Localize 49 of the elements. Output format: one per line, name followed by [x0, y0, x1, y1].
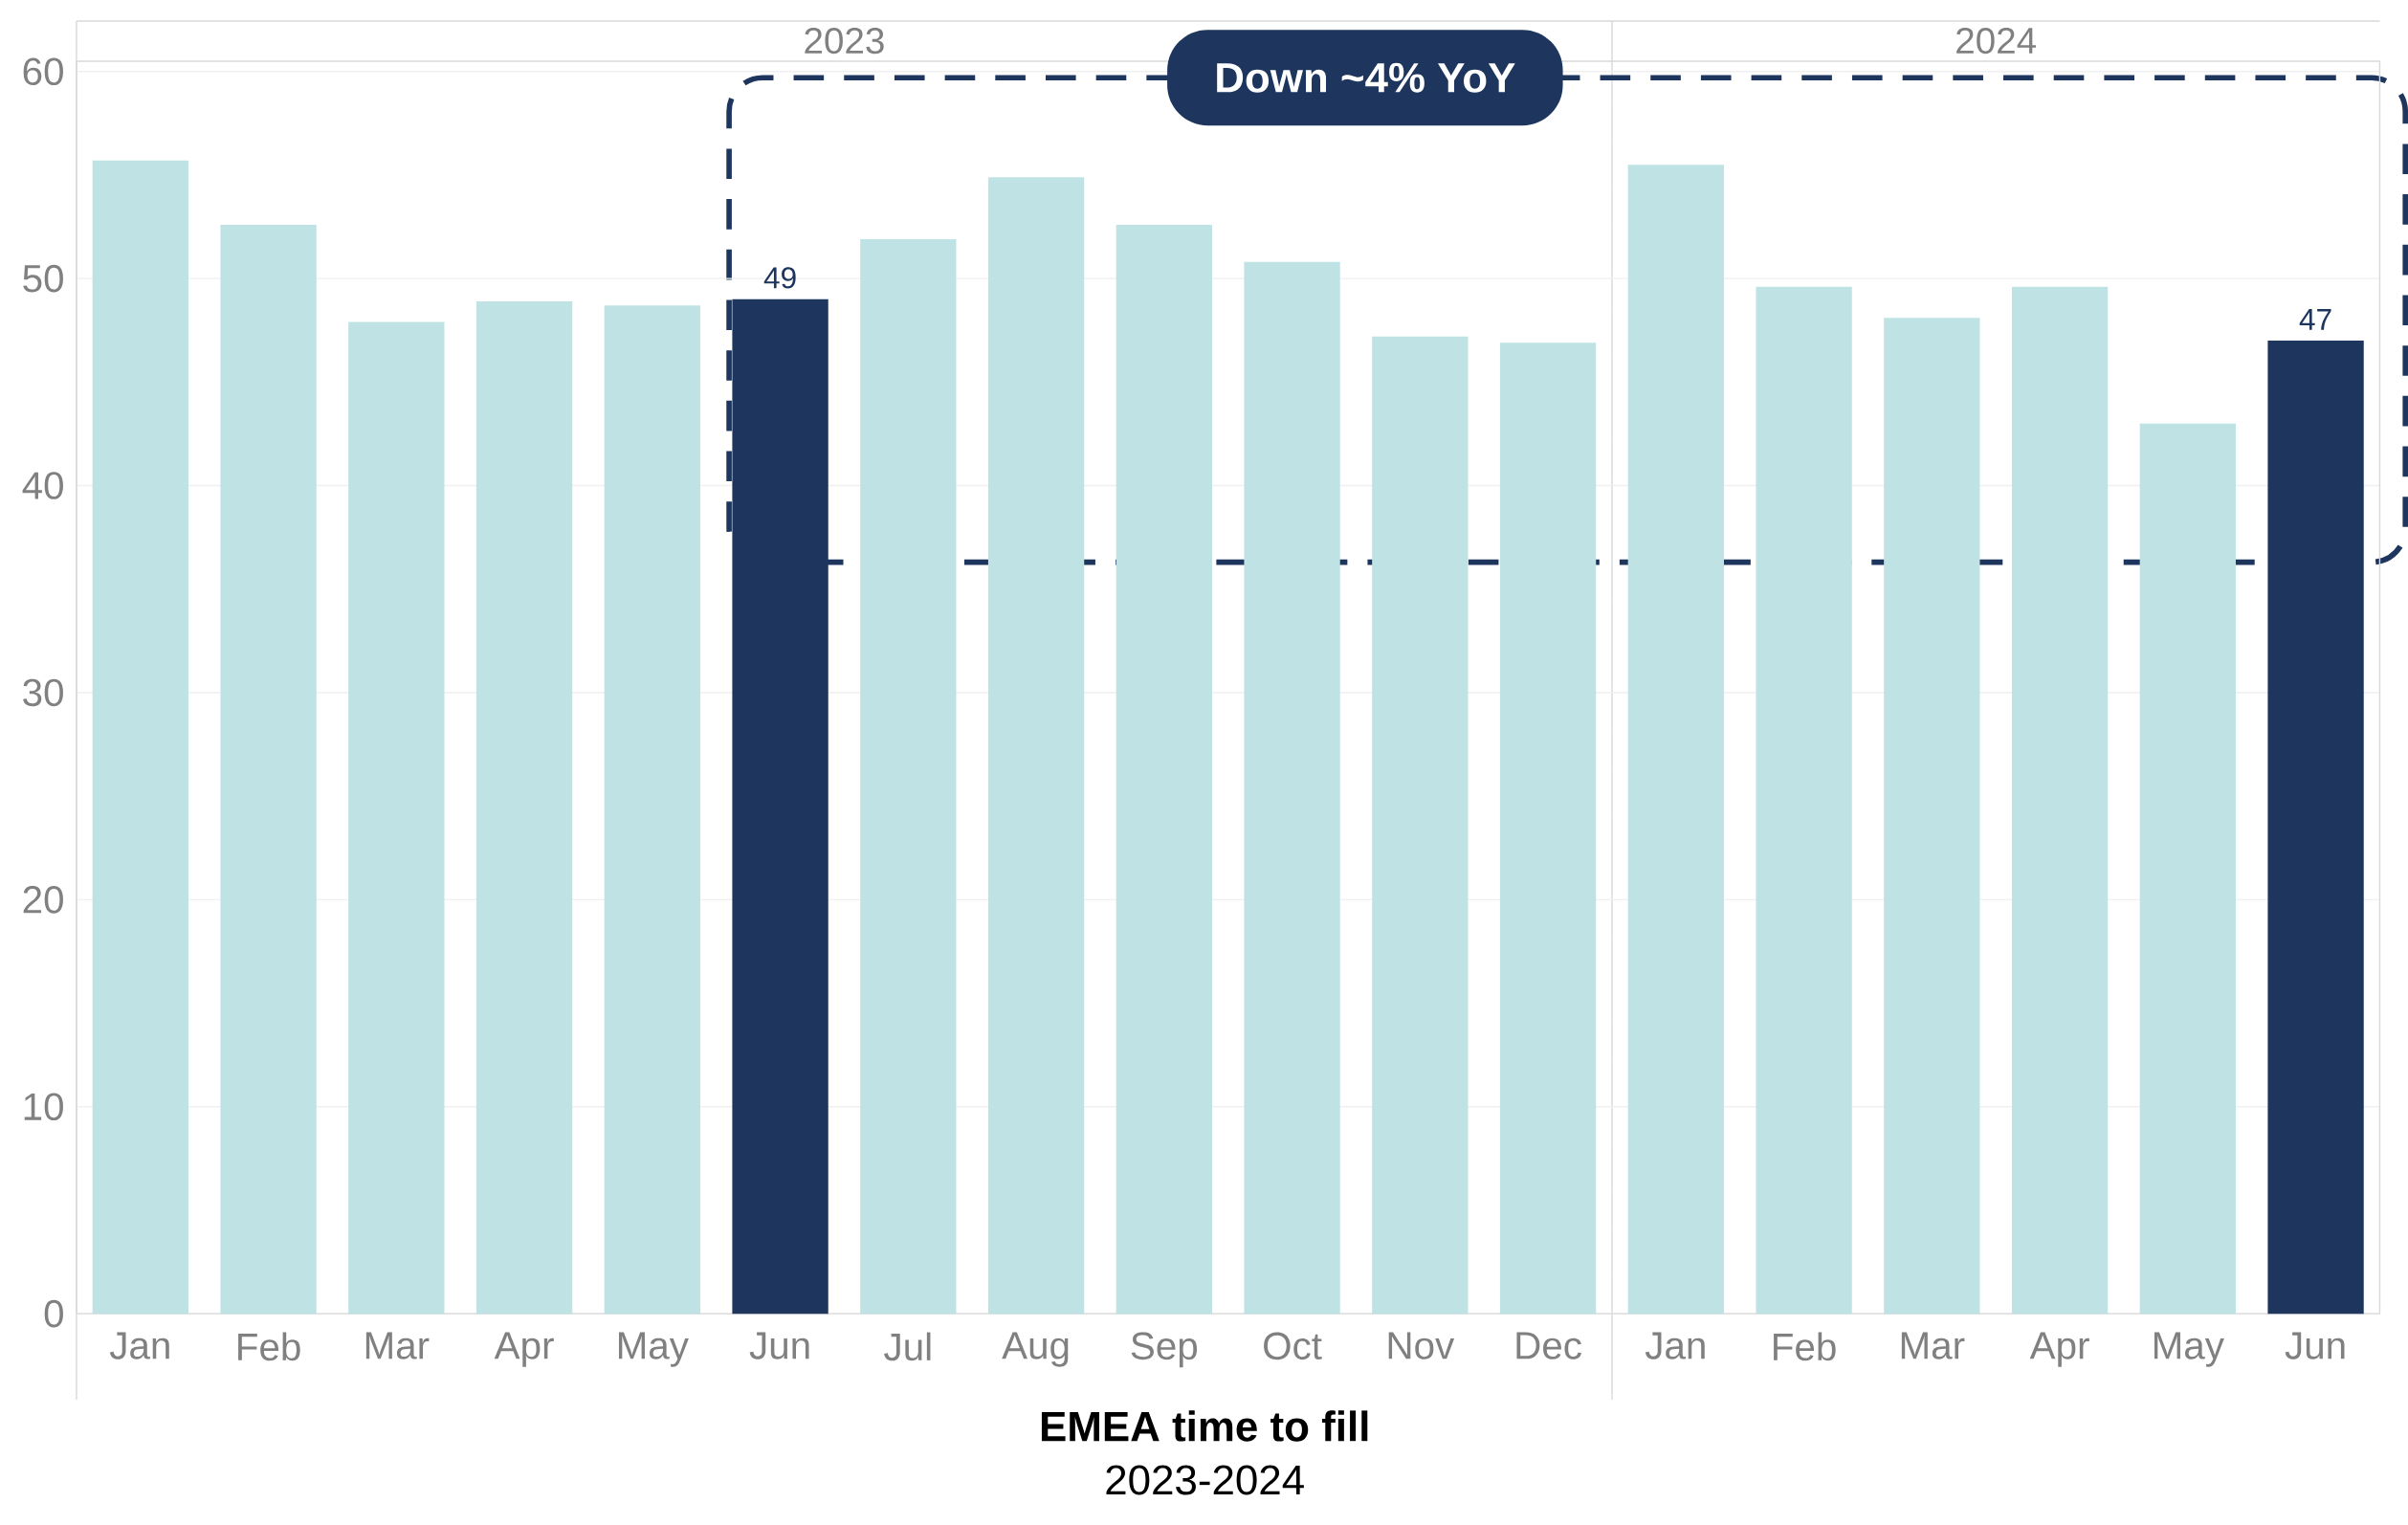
y-tick-label: 0: [44, 1299, 63, 1328]
y-tick-label: 20: [23, 886, 63, 914]
x-tick-label: Mar: [365, 1332, 430, 1359]
bar: [1756, 286, 1852, 1315]
text: 2024: [1956, 27, 2036, 55]
bar: [2011, 286, 2109, 1315]
bar: [1627, 165, 1724, 1315]
x-tick-label: May: [2154, 1332, 2224, 1367]
x-tick-label: Apr: [494, 1332, 554, 1367]
bar: [1884, 318, 1980, 1315]
x-tick-label: May: [618, 1332, 689, 1367]
x-tick-label: Feb: [238, 1332, 300, 1361]
data-label: 47: [2299, 309, 2331, 330]
bar: [348, 321, 445, 1315]
y-tick-label: 10: [24, 1093, 63, 1121]
bar: [860, 239, 957, 1315]
y-tick-label: 30: [23, 678, 63, 707]
bar: [987, 177, 1085, 1315]
x-tick-label: Nov: [1388, 1332, 1455, 1359]
bar: [2267, 341, 2364, 1315]
bar: [1116, 224, 1212, 1315]
x-tick-label: Jun: [749, 1332, 809, 1359]
x-tick-label: Feb: [1774, 1332, 1836, 1361]
x-tick-label: Aug: [1002, 1332, 1069, 1367]
text: 2023-2024: [1106, 1465, 1304, 1495]
x-tick-label: Apr: [2029, 1332, 2089, 1367]
bar: [220, 224, 317, 1315]
bar: [1244, 261, 1340, 1315]
x-tick-label: Jun: [2285, 1332, 2345, 1359]
x-tick-label: Jul: [884, 1332, 931, 1361]
bar: [475, 300, 573, 1315]
y-tick-label: 40: [22, 472, 63, 499]
data-label: 49: [763, 267, 796, 289]
x-tick-label: Sep: [1131, 1332, 1198, 1368]
x-tick-label: Dec: [1516, 1332, 1581, 1359]
text: 2023: [805, 27, 884, 55]
bar: [92, 160, 188, 1315]
x-tick-label: Oct: [1264, 1332, 1322, 1360]
x-tick-label: Jan: [1645, 1332, 1705, 1359]
y-tick-label: 60: [23, 57, 63, 86]
text: EMEA time to fill: [1041, 1410, 1368, 1442]
bar: [1499, 343, 1597, 1315]
bar: [1372, 336, 1469, 1315]
x-tick-label: Jan: [109, 1332, 169, 1359]
y-tick-label: 50: [23, 264, 63, 293]
bar: [2139, 423, 2236, 1315]
annotation: Down ~4% YoY: [1217, 62, 1515, 93]
x-tick-label: Mar: [1901, 1332, 1965, 1359]
bar: [604, 305, 700, 1315]
